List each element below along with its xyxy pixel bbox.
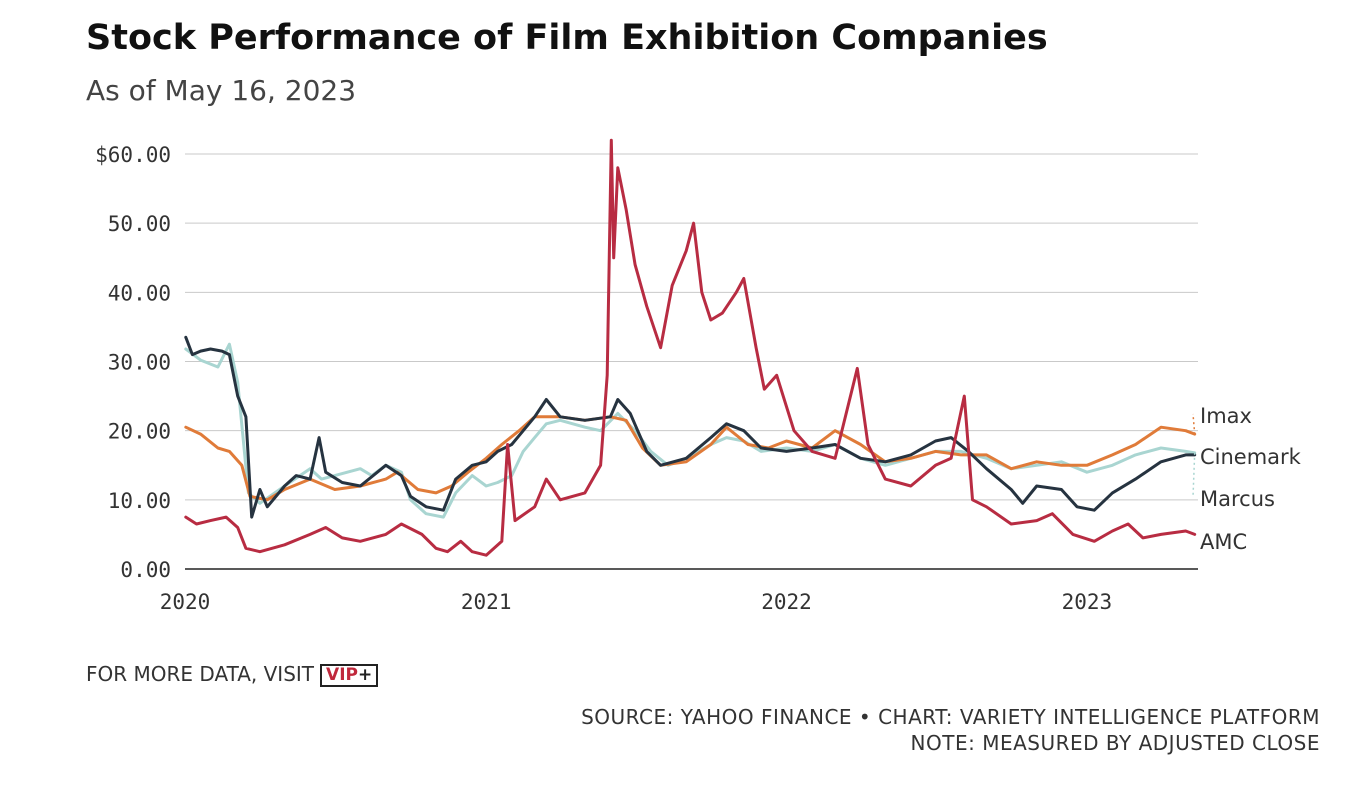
y-tick-label: 30.00 — [108, 351, 171, 375]
x-tick-label: 2020 — [160, 590, 211, 614]
vip-plus: + — [357, 665, 373, 685]
y-tick-label: $60.00 — [95, 143, 171, 167]
y-tick-label: 10.00 — [108, 489, 171, 513]
x-tick-label: 2021 — [461, 590, 512, 614]
end-label-marcus: Marcus — [1200, 487, 1275, 511]
chart-title: Stock Performance of Film Exhibition Com… — [86, 18, 1048, 58]
series-line-amc — [184, 138, 1197, 557]
x-tick-label: 2022 — [761, 590, 812, 614]
series-line-imax — [184, 415, 1197, 502]
series-line-cinemark — [184, 335, 1197, 519]
more-data-text: FOR MORE DATA, VISIT — [86, 662, 315, 686]
end-label-amc: AMC — [1200, 530, 1247, 554]
y-tick-label: 40.00 — [108, 281, 171, 305]
x-tick-label: 2023 — [1062, 590, 1113, 614]
series-line-marcus — [184, 342, 1197, 519]
vip-label: VIP — [326, 665, 358, 685]
more-data-line: FOR MORE DATA, VISIT VIP+ — [86, 662, 379, 687]
y-tick-label: 0.00 — [120, 558, 171, 582]
end-label-cinemark: Cinemark — [1200, 445, 1302, 469]
y-tick-label: 50.00 — [108, 212, 171, 236]
note-text: NOTE: MEASURED BY ADJUSTED CLOSE — [910, 731, 1320, 755]
source-note: SOURCE: YAHOO FINANCE • CHART: VARIETY I… — [581, 704, 1320, 756]
end-label-imax: Imax — [1200, 404, 1252, 428]
y-tick-label: 20.00 — [108, 420, 171, 444]
label-connector-imax — [1192, 413, 1196, 435]
source-text: SOURCE: YAHOO FINANCE • CHART: VARIETY I… — [581, 705, 1320, 729]
label-connector-marcus — [1192, 452, 1196, 498]
vip-link[interactable]: VIP+ — [320, 664, 379, 687]
chart-subtitle: As of May 16, 2023 — [86, 74, 357, 107]
